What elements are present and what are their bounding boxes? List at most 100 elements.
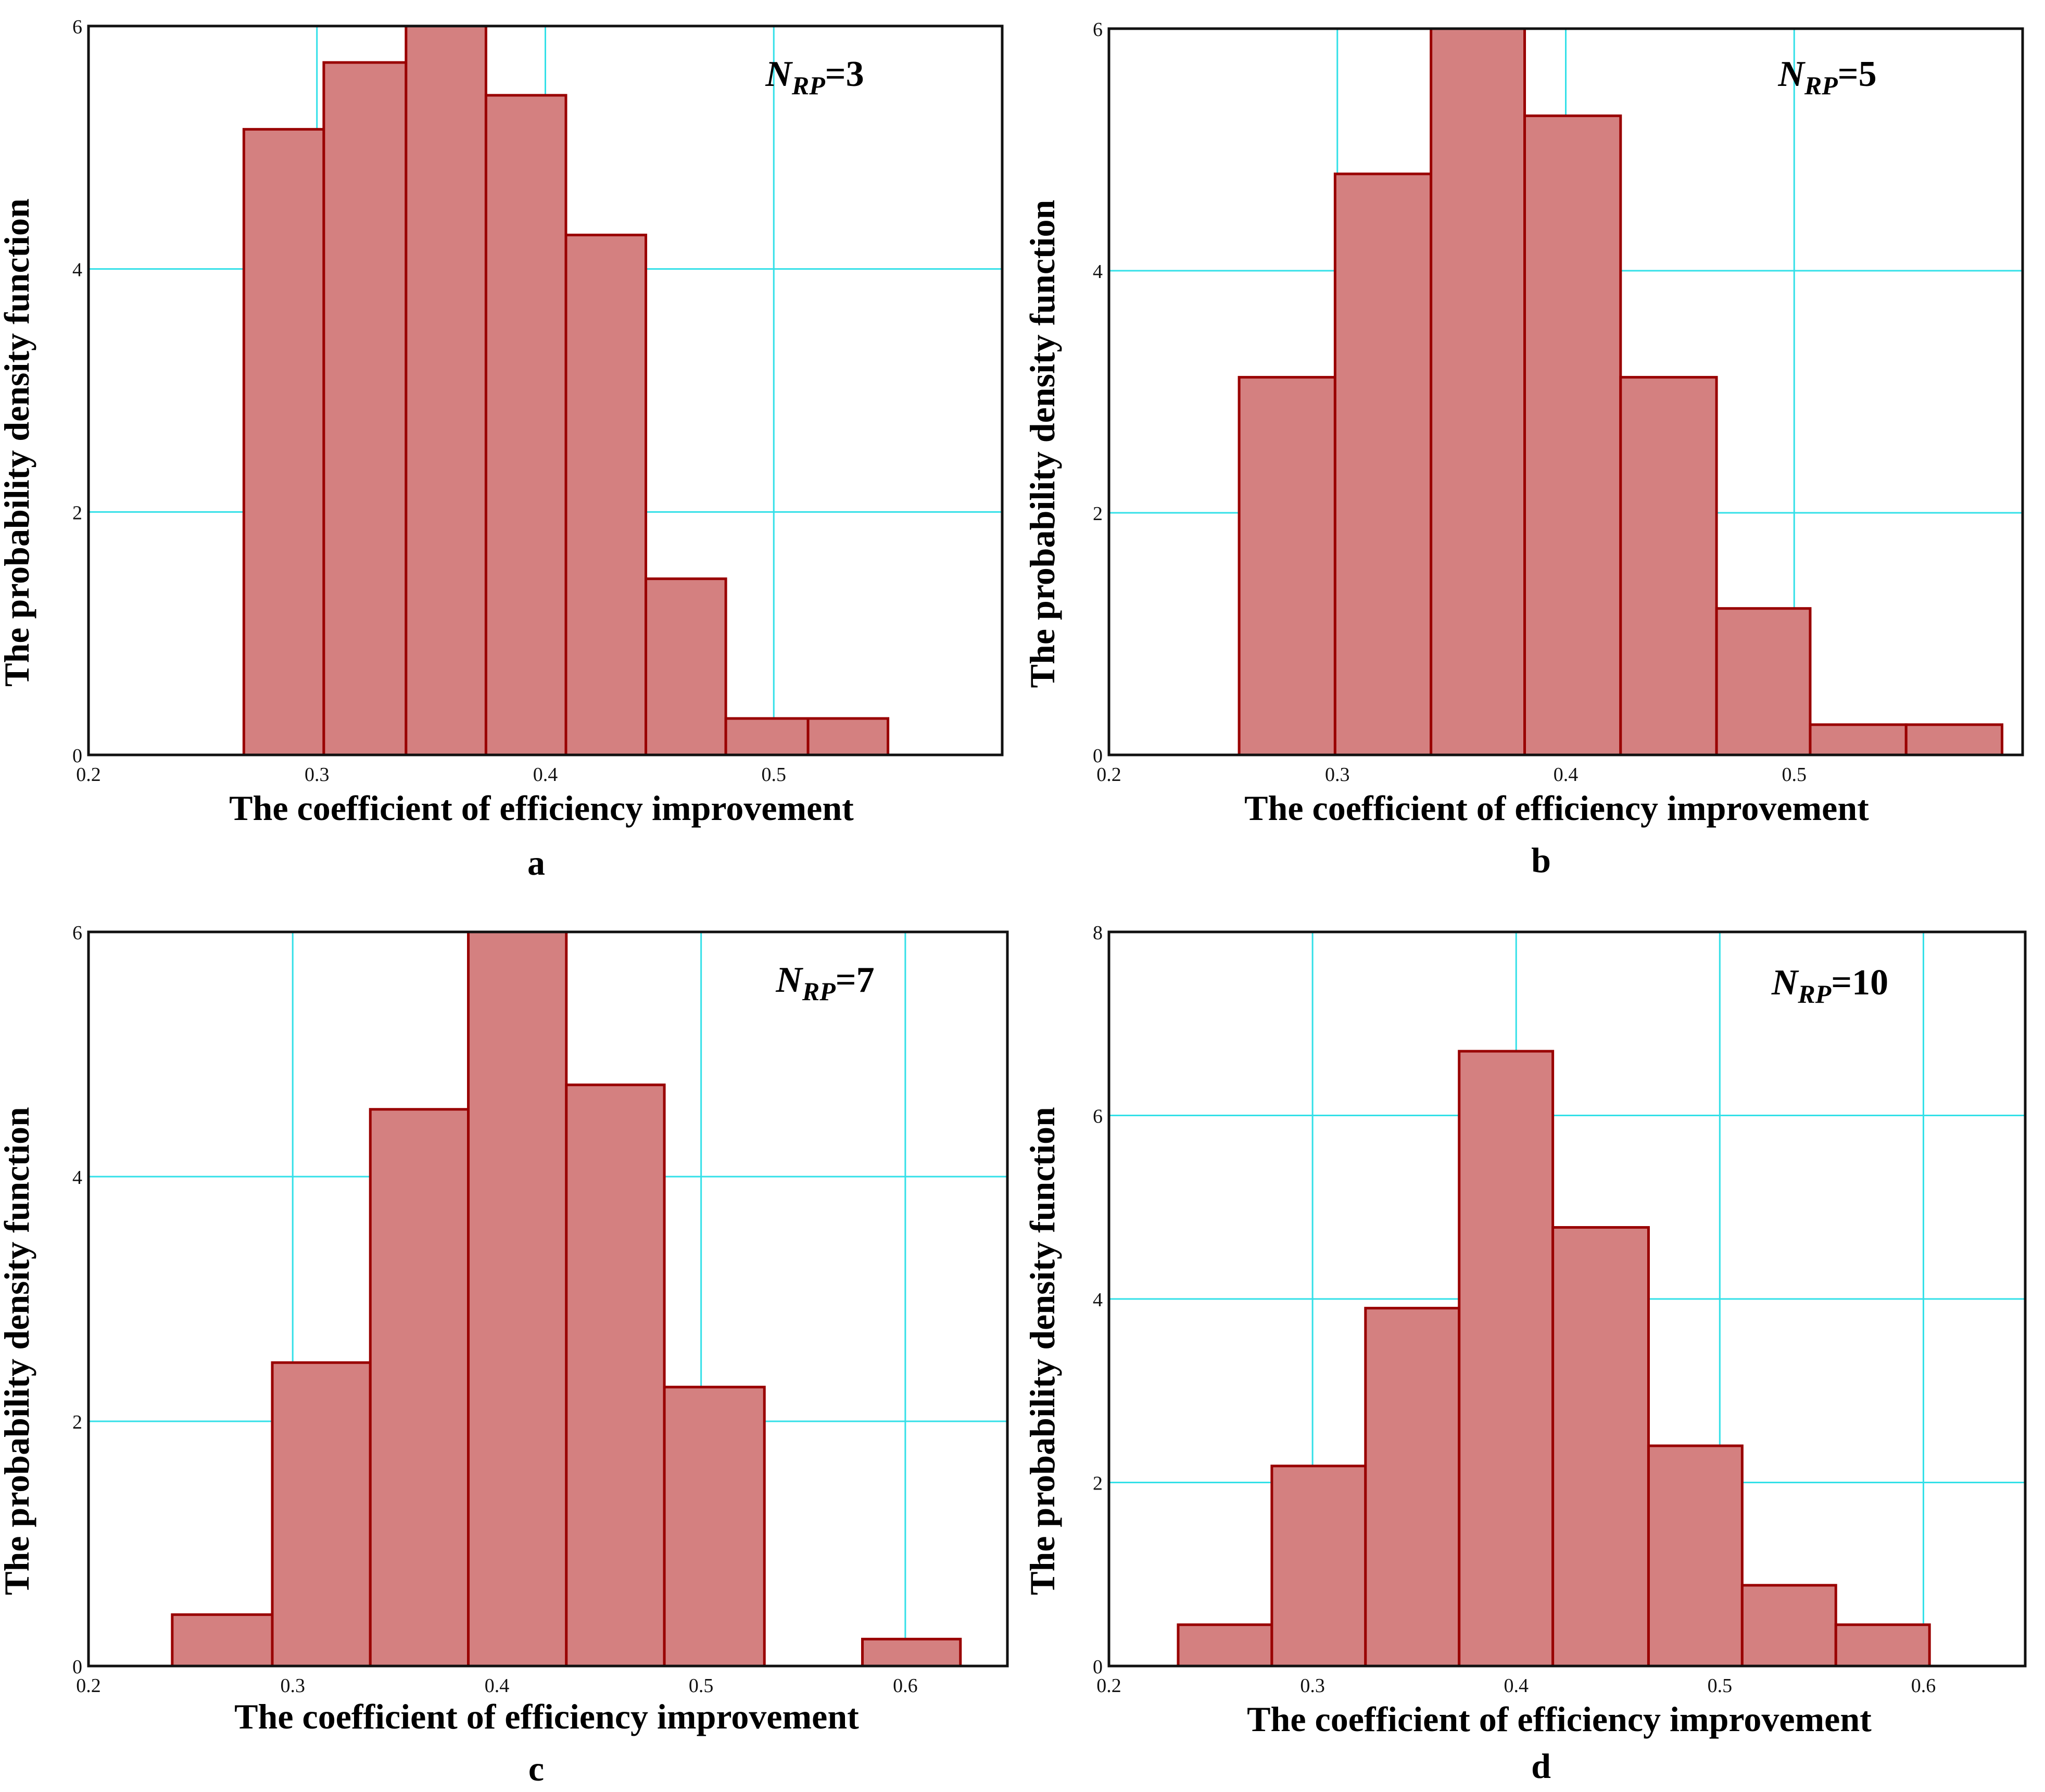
x-tick-label: 0.5 [689, 1675, 714, 1697]
chart-panel-a: 0.2 0.3 0.4 0.5 0 2 4 6 The coefficient of effic… [0, 16, 1004, 882]
y-axis-label: The probability density function [1023, 1107, 1062, 1595]
x-tick-label: 0.2 [76, 764, 101, 786]
x-axis-label: The coefficient of efficiency improvemen… [229, 788, 854, 828]
x-tick-label: 0.4 [1554, 764, 1579, 786]
annotation-symbol: N [1771, 963, 1799, 1003]
histogram-bar [1904, 723, 2004, 756]
x-tick-label: 0.4 [1504, 1675, 1529, 1697]
plot-frame [1107, 930, 2027, 1668]
x-axis-label: The coefficient of efficiency improvemen… [1244, 788, 1869, 828]
histogram-bar [467, 930, 568, 1668]
y-tick-label: 4 [72, 1167, 82, 1189]
histogram-bar [1270, 1465, 1367, 1668]
x-tick-label: 0.2 [1096, 764, 1121, 786]
histogram-bar [1430, 27, 1526, 756]
x-tick-label: 0.3 [305, 764, 330, 786]
panel-letter: a [527, 843, 545, 882]
chart-panel-c: 0.2 0.3 0.4 0.5 0.6 0 2 4 6 The coefficient of ef… [0, 922, 1009, 1788]
y-axis-label: The probability density function [0, 198, 36, 687]
x-tick-label: 0.6 [1911, 1675, 1936, 1697]
x-tick-label: 0.5 [762, 764, 787, 786]
x-axis-label: The coefficient of efficiency improvemen… [234, 1697, 859, 1736]
histogram-bar [564, 233, 648, 756]
y-tick-label: 4 [1093, 261, 1103, 283]
annotation-value: =7 [836, 960, 875, 1000]
annotation-symbol: N [765, 54, 793, 94]
y-tick-label: 0 [72, 745, 82, 767]
histogram-bar [1715, 607, 1812, 756]
nrp-annotation: NRP=5 [1777, 54, 1876, 100]
y-tick-label: 4 [72, 259, 82, 281]
x-tick-label: 0.3 [1325, 764, 1350, 786]
histogram-bar [565, 1083, 666, 1668]
chart-panel-d: 0.2 0.3 0.4 0.5 0.6 0 2 4 6 8 The coefficient of e… [1023, 922, 2027, 1786]
y-axis-label: The probability density function [1023, 200, 1062, 688]
histogram-bar [861, 1637, 962, 1668]
histogram-bar [171, 1613, 274, 1668]
y-tick-label: 6 [1093, 1106, 1103, 1128]
histogram-bar [1364, 1307, 1461, 1668]
annotation-subscript: RP [791, 71, 825, 100]
x-tick-label: 0.5 [1782, 764, 1807, 786]
annotation-value: =3 [825, 54, 864, 94]
y-tick-label: 0 [1093, 1656, 1103, 1678]
histogram-bar [1458, 1050, 1555, 1668]
histogram-bar [242, 128, 325, 756]
histogram-bar [806, 717, 890, 756]
y-axis-label: The probability density function [0, 1107, 36, 1595]
x-tick-label: 0.3 [1300, 1675, 1325, 1697]
nrp-annotation: NRP=10 [1771, 963, 1888, 1008]
annotation-value: =10 [1831, 963, 1888, 1003]
plot-frame [87, 24, 1004, 756]
y-tick-label: 2 [72, 1411, 82, 1433]
y-tick-label: 8 [1093, 922, 1103, 944]
histogram-bar [1177, 1623, 1273, 1668]
nrp-annotation: NRP=7 [775, 960, 874, 1006]
y-tick-label: 2 [1093, 1473, 1103, 1495]
chart-panel-b: 0.2 0.3 0.4 0.5 0 2 4 6 The coefficient of effic… [1023, 19, 2024, 880]
y-tick-label: 0 [1093, 745, 1103, 767]
histogram-bar [1333, 172, 1433, 756]
nrp-annotation: NRP=3 [765, 54, 864, 100]
histogram-bar [1834, 1623, 1931, 1668]
plot-frame [87, 930, 1009, 1668]
x-tick-label: 0.5 [1708, 1675, 1733, 1697]
panel-letter: d [1531, 1746, 1551, 1786]
y-tick-label: 6 [72, 16, 82, 38]
y-tick-label: 4 [1093, 1289, 1103, 1311]
histogram-bar [369, 1108, 470, 1668]
histogram-bar [724, 717, 810, 756]
y-tick-label: 2 [1093, 503, 1103, 525]
annotation-subscript: RP [802, 977, 836, 1006]
x-tick-label: 0.2 [1096, 1675, 1121, 1697]
histogram-bar [1523, 114, 1622, 756]
histogram-bar [1619, 376, 1718, 756]
histogram-bar [1809, 723, 1908, 756]
plot-frame [1107, 27, 2024, 756]
panel-letter: b [1531, 840, 1551, 880]
histogram-bar [645, 577, 727, 756]
histogram-bar [1740, 1584, 1837, 1668]
x-axis-label: The coefficient of efficiency improvemen… [1247, 1699, 1872, 1739]
panel-letter: c [528, 1749, 544, 1788]
histogram-bar [405, 24, 487, 756]
annotation-subscript: RP [1797, 979, 1831, 1008]
annotation-value: =5 [1838, 54, 1877, 94]
histogram-bar [484, 94, 567, 756]
histogram-bar [1238, 376, 1336, 756]
annotation-symbol: N [775, 960, 803, 1000]
histogram-bar [1647, 1444, 1744, 1668]
x-tick-label: 0.3 [280, 1675, 305, 1697]
x-tick-label: 0.4 [533, 764, 558, 786]
y-tick-label: 6 [72, 922, 82, 944]
y-tick-label: 2 [72, 502, 82, 524]
y-tick-label: 6 [1093, 19, 1103, 41]
annotation-subscript: RP [1804, 71, 1838, 100]
annotation-symbol: N [1777, 54, 1806, 94]
x-tick-label: 0.6 [893, 1675, 918, 1697]
x-tick-label: 0.4 [485, 1675, 510, 1697]
histogram-bar [271, 1361, 372, 1668]
histogram-bar [322, 61, 408, 756]
y-tick-label: 0 [72, 1656, 82, 1678]
